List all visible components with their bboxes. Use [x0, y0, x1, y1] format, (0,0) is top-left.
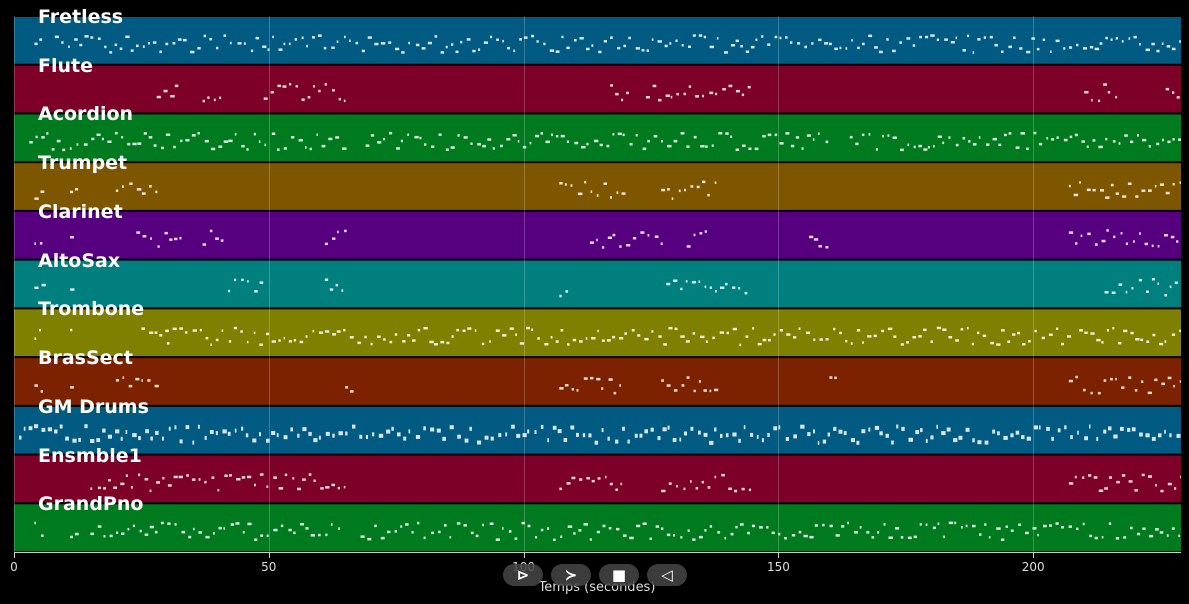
- x-tick: [778, 553, 780, 558]
- track-label-3: Trumpet: [14, 154, 314, 176]
- track-name: GrandPno: [38, 493, 144, 516]
- track-band-7: [14, 358, 1181, 405]
- track-notes-7: [34, 375, 1181, 395]
- track-band-10: [14, 504, 1181, 551]
- x-tick-label: 200: [1021, 560, 1045, 574]
- track-label-6: Trombone: [14, 300, 314, 322]
- gridline: [778, 16, 780, 552]
- track-band-6: [14, 309, 1181, 357]
- x-tick: [523, 553, 525, 558]
- x-axis: [14, 552, 1181, 553]
- next-button[interactable]: ≻: [551, 564, 591, 586]
- track-notes-5: [34, 278, 1178, 298]
- back-button[interactable]: ◁: [647, 564, 687, 586]
- track-notes-8: [19, 424, 1181, 445]
- track-name: GM Drums: [38, 395, 149, 418]
- x-tick: [1033, 553, 1035, 558]
- track-notes-3: [34, 180, 1181, 200]
- track-name: Clarinet: [38, 200, 123, 223]
- track-name: Acordion: [38, 103, 134, 126]
- track-label-10: GrandPno: [14, 495, 314, 517]
- track-name: Trumpet: [38, 152, 128, 175]
- track-name: Flute: [38, 54, 93, 77]
- track-name: BrasSect: [38, 347, 133, 370]
- track-label-4: Clarinet: [14, 200, 314, 225]
- notes-layer: [14, 17, 1181, 551]
- track-band-5: [14, 260, 1181, 308]
- track-label-9: Ensmble1: [14, 444, 314, 469]
- track-band-8: [14, 406, 1181, 454]
- track-label-7: BrasSect: [14, 349, 314, 371]
- track-name: Fretless: [38, 6, 124, 28]
- track-band-0: [14, 17, 1181, 64]
- gridline: [523, 16, 525, 552]
- x-tick-label: 50: [261, 560, 277, 574]
- track-band-1: [14, 65, 1181, 113]
- track-label-0: Fretless: [14, 8, 314, 30]
- stop-button[interactable]: ■: [599, 564, 639, 586]
- track-notes-4: [34, 229, 1179, 249]
- track-name: AltoSax: [38, 249, 121, 272]
- gridline: [1033, 16, 1035, 552]
- track-name: Trombone: [38, 298, 145, 321]
- track-notes-9: [90, 473, 1181, 493]
- track-notes-0: [34, 34, 1181, 54]
- track-label-1: Flute: [14, 54, 314, 79]
- track-label-2: Acordion: [14, 105, 314, 127]
- track-notes-6: [34, 326, 1181, 347]
- track-label-5: AltoSax: [14, 249, 314, 274]
- piano-roll-plot: [14, 16, 1181, 552]
- track-band-2: [14, 114, 1181, 162]
- x-tick: [268, 553, 270, 558]
- track-label-8: GM Drums: [14, 395, 314, 420]
- gridline: [268, 16, 270, 552]
- x-tick-label: 150: [766, 560, 790, 574]
- track-notes-10: [34, 521, 1180, 542]
- track-name: Ensmble1: [38, 444, 142, 467]
- track-notes-2: [29, 131, 1181, 152]
- track-notes-1: [156, 83, 1180, 103]
- track-band-4: [14, 211, 1181, 259]
- x-tick: [14, 553, 15, 558]
- track-band-9: [14, 455, 1181, 503]
- track-band-3: [14, 163, 1181, 210]
- x-tick-label: 0: [10, 560, 18, 574]
- play-button[interactable]: ⊳: [503, 564, 543, 586]
- gridline: [14, 16, 15, 552]
